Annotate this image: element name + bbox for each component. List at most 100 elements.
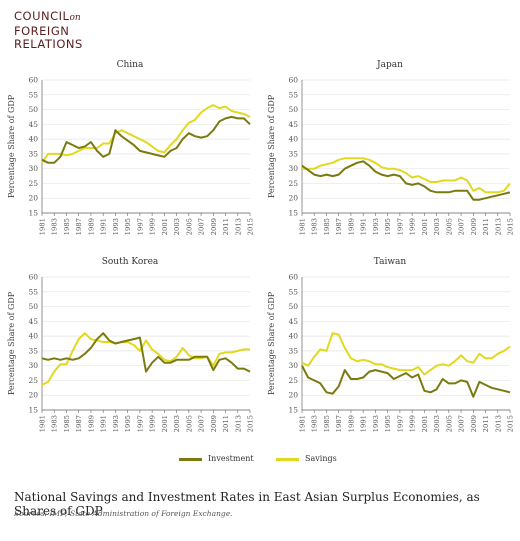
x-tick-label: 1993: [372, 218, 380, 235]
legend-label-investment: Investment: [208, 454, 254, 463]
x-tick-label: 2011: [222, 415, 230, 432]
x-tick-label: 2007: [198, 218, 206, 235]
x-tick-label: 1987: [75, 218, 83, 235]
y-tick-label: 20: [288, 194, 298, 203]
x-tick-label: 1989: [87, 218, 95, 235]
y-tick-label: 45: [288, 120, 298, 129]
y-axis-label: Percentage Share of GDP: [7, 291, 16, 395]
x-tick-label: 1989: [347, 415, 355, 432]
legend: Investment Savings: [0, 454, 520, 468]
y-tick-label: 15: [28, 209, 38, 218]
x-tick-label: 1991: [360, 415, 368, 432]
x-tick-label: 2001: [161, 415, 169, 432]
x-tick-label: 2003: [433, 415, 441, 432]
x-tick-label: 1991: [100, 218, 108, 235]
x-tick-label: 2011: [482, 218, 490, 235]
plot-south-korea: 15 20 25 30 35 40 45 50 55 60 1981 1983 1985 1987 1989…: [7, 273, 255, 433]
x-tick-label: 2013: [234, 415, 242, 432]
x-tick-label: 2009: [210, 218, 218, 235]
y-tick-label: 50: [288, 302, 298, 311]
x-tick-label: 2005: [185, 415, 193, 432]
panel-taiwan: Taiwan 15 20 25 30 35 40 45 50 55 60 1981 1983 1985 1…: [260, 257, 520, 432]
chart-source: Sources: IMF; State Administration of Fo…: [14, 509, 233, 518]
x-tick-label: 2001: [161, 218, 169, 235]
plot-taiwan: 15 20 25 30 35 40 45 50 55 60 1981 1983 1985 1987 1989…: [267, 273, 515, 433]
x-tick-label: 1989: [87, 415, 95, 432]
logo-line2: FOREIGN: [14, 24, 70, 38]
x-tick-label: 2009: [210, 415, 218, 432]
x-tick-label: 1997: [396, 415, 404, 432]
y-tick-label: 40: [288, 332, 298, 341]
x-tick-label: 2013: [494, 218, 502, 235]
series-line-investment: [301, 160, 511, 201]
y-tick-label: 55: [288, 90, 298, 99]
panel-south-korea: South Korea 15 20 25 30 35 40 45 50 55 60 1981 1983…: [0, 257, 260, 432]
y-tick-label: 55: [28, 90, 38, 99]
x-tick-label: 1997: [136, 415, 144, 432]
x-tick-label: 2007: [458, 218, 466, 235]
y-tick-label: 35: [288, 346, 298, 355]
x-tick-label: 2009: [470, 415, 478, 432]
legend-swatch-investment: [179, 457, 202, 461]
x-tick-label: 1983: [51, 415, 59, 432]
logo-line1: COUNCIL: [14, 9, 70, 23]
x-tick-label: 1991: [100, 415, 108, 432]
series-line-savings: [41, 332, 250, 386]
x-tick-label: 2013: [494, 415, 502, 432]
y-tick-label: 30: [28, 361, 38, 370]
y-tick-label: 30: [288, 361, 298, 370]
y-tick-label: 15: [288, 406, 298, 415]
x-tick-label: 2005: [445, 415, 453, 432]
y-tick-label: 50: [288, 105, 298, 114]
x-tick-label: 1981: [39, 415, 47, 432]
y-tick-label: 45: [28, 120, 38, 129]
x-tick-label: 2003: [173, 415, 181, 432]
y-tick-label: 60: [28, 273, 38, 282]
series-line-investment: [41, 115, 251, 164]
x-tick-label: 1995: [384, 218, 392, 235]
x-tick-label: 1983: [51, 218, 59, 235]
y-axis-label: Percentage Share of GDP: [267, 291, 276, 395]
x-tick-label: 1999: [149, 218, 157, 235]
x-tick-label: 2005: [185, 218, 193, 235]
x-tick-label: 2009: [470, 218, 478, 235]
x-tick-label: 1991: [360, 218, 368, 235]
x-tick-label: 2015: [247, 218, 255, 235]
y-tick-label: 60: [288, 273, 298, 282]
y-tick-label: 30: [288, 164, 298, 173]
x-tick-label: 1995: [124, 218, 132, 235]
x-tick-label: 2003: [173, 218, 181, 235]
y-tick-label: 45: [288, 317, 298, 326]
cfr-logo: COUNCILon FOREIGN RELATIONS: [14, 10, 83, 51]
x-tick-label: 1987: [75, 415, 83, 432]
x-tick-label: 2005: [445, 218, 453, 235]
x-tick-label: 1987: [335, 415, 343, 432]
y-tick-label: 20: [28, 391, 38, 400]
x-tick-label: 1997: [396, 218, 404, 235]
x-tick-label: 2013: [234, 218, 242, 235]
series-line-savings: [301, 332, 511, 376]
x-tick-label: 1985: [323, 415, 331, 432]
plot-japan: 15 20 25 30 35 40 45 50 55 60 1981 1983 1985 1987 1989…: [267, 76, 515, 236]
y-tick-label: 45: [28, 317, 38, 326]
x-tick-label: 1997: [136, 218, 144, 235]
x-tick-label: 1993: [112, 218, 120, 235]
series-line-investment: [301, 365, 511, 398]
panel-china: China 15 20 25 30 35 40 45 50 55 60 1981 1983 1985 19…: [0, 60, 260, 235]
x-tick-label: 2015: [507, 415, 515, 432]
legend-item-investment: Investment: [179, 454, 254, 463]
x-tick-label: 2001: [421, 415, 429, 432]
y-tick-label: 35: [28, 346, 38, 355]
y-tick-label: 15: [288, 209, 298, 218]
x-tick-label: 1983: [311, 415, 319, 432]
y-tick-label: 40: [28, 135, 38, 144]
x-tick-label: 1985: [63, 218, 71, 235]
y-tick-label: 15: [28, 406, 38, 415]
y-tick-label: 25: [28, 179, 38, 188]
panel-title: South Korea: [101, 257, 159, 267]
x-tick-label: 1993: [112, 415, 120, 432]
x-tick-label: 2011: [482, 415, 490, 432]
x-tick-label: 2015: [507, 218, 515, 235]
legend-label-savings: Savings: [305, 454, 337, 463]
series-line-investment: [41, 332, 251, 373]
